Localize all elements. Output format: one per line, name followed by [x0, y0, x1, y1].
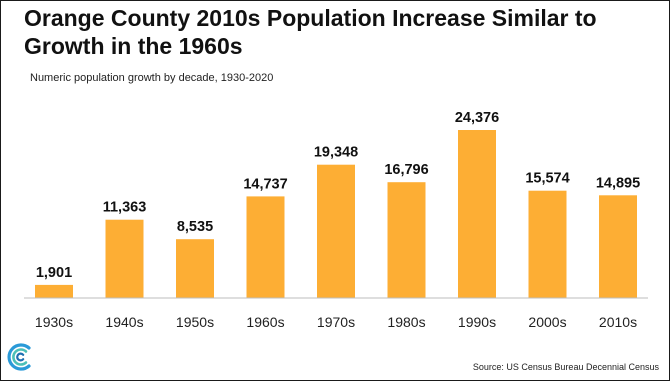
bar-1930s — [35, 284, 73, 298]
value-label-2000s: 15,574 — [525, 171, 569, 187]
labels-group: 1,901 1930s 11,363 1940s 8,535 1950s 14,737 196… — [35, 110, 640, 330]
bar-1940s — [105, 219, 144, 298]
value-label-1970s: 19,348 — [314, 145, 358, 161]
category-label-1940s: 1940s — [105, 314, 143, 330]
bars-group — [35, 130, 637, 298]
bar-2010s — [599, 195, 637, 298]
category-label-1950s: 1950s — [176, 314, 214, 330]
bar-1950s — [176, 239, 214, 298]
value-label-1930s: 1,901 — [36, 265, 72, 281]
category-label-2000s: 2000s — [528, 314, 566, 330]
bar-1980s — [387, 182, 426, 298]
category-label-1990s: 1990s — [458, 314, 496, 330]
value-label-1960s: 14,737 — [243, 176, 287, 192]
category-label-1960s: 1960s — [246, 314, 284, 330]
category-label-1980s: 1980s — [387, 314, 425, 330]
chart-subtitle: Numeric population growth by decade, 193… — [30, 72, 274, 84]
concentric-c-logo-icon — [7, 343, 31, 371]
value-label-1950s: 8,535 — [177, 219, 213, 235]
category-label-1970s: 1970s — [317, 314, 355, 330]
category-label-1930s: 1930s — [35, 314, 73, 330]
bar-2000s — [528, 190, 567, 298]
value-label-1990s: 24,376 — [455, 110, 499, 126]
bar-1960s — [246, 196, 285, 298]
chart-title: Orange County 2010s Population Increase … — [24, 5, 597, 59]
source-note: Source: US Census Bureau Decennial Censu… — [472, 362, 659, 372]
value-label-1980s: 16,796 — [384, 162, 428, 178]
category-label-2010s: 2010s — [599, 314, 637, 330]
bar-1970s — [317, 164, 355, 298]
value-label-2010s: 14,895 — [596, 175, 640, 191]
bar-1990s — [458, 130, 496, 298]
value-label-1940s: 11,363 — [103, 200, 147, 216]
